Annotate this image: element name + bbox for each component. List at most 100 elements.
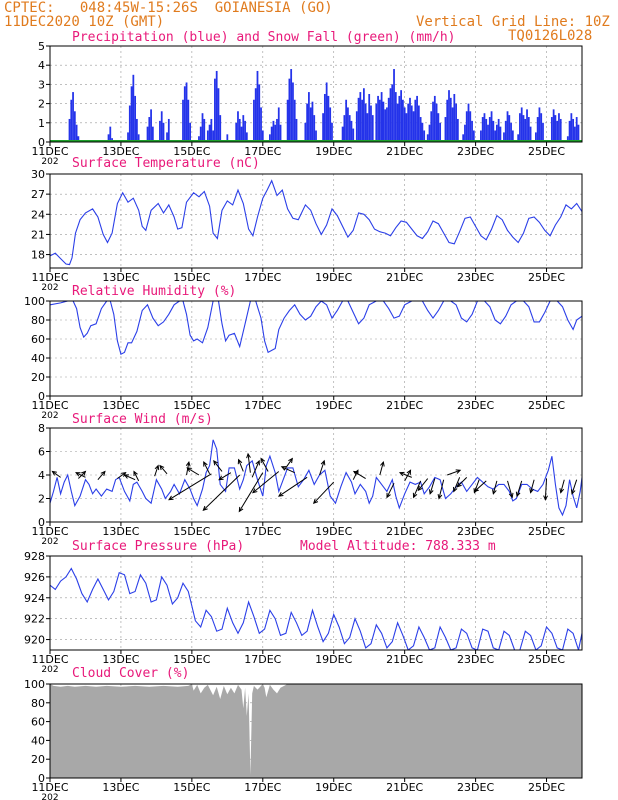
precip-ytick-label: 4 [38,59,45,72]
precip-bar [295,118,298,142]
precip-panel: 0 1 2 3 4 5 11DEC 13DEC 15DEC 17DEC 19DEC 21DEC 23DE… [31,40,583,167]
wind-arrow-shaft [516,480,523,497]
wind-arrow [252,471,280,494]
rh-ytick-label: 100 [24,295,45,308]
precip-bar [212,130,215,142]
precip-bar [274,124,277,142]
precip-bar [472,130,475,142]
wind-arrow [473,480,487,493]
wind-arrow-shaft [447,469,461,476]
cloud-xtick-label: 19DEC [315,781,352,794]
precip-xtick-label: 13DEC [102,145,139,158]
precip-bar [245,132,248,142]
pressure-year-stub: 202 [41,665,58,675]
precip-bar [554,115,557,142]
precip-bar [540,113,543,142]
precip-bar [488,117,491,142]
precip-bar [394,92,397,142]
rh-ytick-label: 60 [31,333,45,346]
precip-bar [511,130,514,142]
precip-bar [290,69,293,142]
wind-arrow [428,478,436,495]
rh-xtick-label: 17DEC [244,399,281,412]
wind-arrow-shaft [544,478,548,500]
precip-bar [467,103,470,142]
wind-arrow [529,479,535,494]
cloud-year-stub: 202 [41,793,58,800]
rh-xtick-label: 11DEC [31,399,68,412]
temp-ytick-label: 24 [31,208,45,221]
wind-arrow-head [515,491,521,498]
precip-bar [151,126,154,142]
wind-arrow-head [159,464,165,471]
precip-bar [504,120,507,142]
precip-bar [497,118,500,142]
pressure-title: Surface Pressure (hPa) [72,539,245,554]
wind-xtick-label: 11DEC [31,525,68,538]
wind-arrow-shaft [78,471,86,479]
wind-arrow [186,467,200,476]
precip-bar [398,95,401,142]
wind-arrow-head [529,488,534,494]
wind-arrow-head [380,460,385,467]
precip-bar [327,95,330,142]
rh-xtick-label: 23DEC [457,399,494,412]
precip-bar [75,124,78,142]
wind-arrow [319,459,326,476]
rh-ytick-label: 40 [31,352,45,365]
pressure-ytick-label: 928 [24,550,45,563]
precip-bar [448,90,450,142]
precip-bar [127,132,129,142]
precip-bar [68,118,71,142]
precip-bar [107,134,110,142]
precip-bar [409,97,411,142]
temp-xtick-label: 17DEC [244,271,281,284]
wind-arrow [507,480,514,499]
wind-arrow [168,473,212,501]
precip-bar [217,88,220,142]
wind-arrow [352,470,366,479]
precip-bar [414,99,417,142]
rh-xtick-label: 19DEC [315,399,352,412]
precip-bar [244,120,246,142]
wind-arrow-shaft [413,480,422,498]
wind-arrow [412,480,422,499]
wind-line [50,439,582,517]
precip-ytick-label: 2 [38,98,45,111]
precip-bar [410,105,413,142]
precip-bar [417,105,420,142]
precip-bar [304,122,307,142]
datetime-label: 11DEC2020 10Z (GMT) [4,14,165,30]
precip-bar [293,99,296,142]
precip-bar [279,124,282,142]
precip-bar [426,134,429,142]
precip-bar [242,115,245,142]
wind-arrow [492,480,498,495]
pressure-panel: 920 922 924 926 928 11DEC 13DEC 15DEC 17DEC 19DEC… [24,550,583,675]
wind-arrow-shaft [438,479,445,499]
precip-bar [323,94,326,142]
temp-xtick-label: 19DEC [315,271,352,284]
precip-bar [446,99,449,142]
precip-bar [556,120,559,142]
precip-bar [364,103,367,142]
rh-panel: 0 20 40 60 80 100 11DEC 13DEC 15DEC 17DEC 19DEC 21D… [24,295,583,421]
model-code-label: TQ0126L028 [508,28,593,44]
wind-xtick-label: 17DEC [244,525,281,538]
pressure-ytick-label: 920 [24,634,45,647]
pressure-ytick-label: 926 [24,571,45,584]
wind-arrow-shaft [319,460,325,476]
precip-bar [375,103,378,142]
wind-arrow [312,481,335,505]
wind-arrow-shaft [97,471,106,481]
cloud-ytick-label: 40 [31,734,45,747]
temp-xtick-label: 13DEC [102,271,139,284]
wind-arrow-head [260,457,266,464]
wind-arrow-shaft [203,461,211,475]
wind-ytick-label: 2 [38,493,45,506]
temp-xtick-label: 11DEC [31,271,68,284]
precip-bar [70,99,73,142]
wind-arrow-head [202,505,208,512]
precip-bar [73,111,76,142]
temp-ytick-label: 18 [31,249,45,262]
